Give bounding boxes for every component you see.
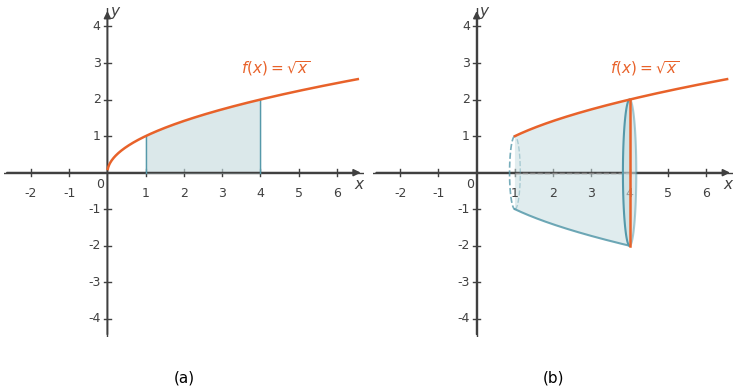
Text: 0: 0	[465, 178, 474, 191]
Text: 4: 4	[462, 20, 470, 33]
Text: $y$: $y$	[110, 5, 121, 20]
Text: (b): (b)	[542, 370, 564, 385]
Polygon shape	[515, 100, 630, 246]
Text: 2: 2	[462, 93, 470, 106]
Text: 3: 3	[462, 56, 470, 69]
Text: 3: 3	[218, 186, 226, 200]
Text: -1: -1	[63, 186, 75, 200]
Text: $f(x) = \sqrt{x}$: $f(x) = \sqrt{x}$	[610, 59, 680, 78]
Text: -1: -1	[432, 186, 445, 200]
Text: $f(x) = \sqrt{x}$: $f(x) = \sqrt{x}$	[241, 59, 311, 78]
Text: 4: 4	[626, 186, 633, 200]
Text: -2: -2	[88, 239, 101, 252]
Text: 4: 4	[92, 20, 101, 33]
Text: 4: 4	[256, 186, 264, 200]
Text: -4: -4	[457, 312, 470, 325]
Text: 5: 5	[664, 186, 672, 200]
Text: 6: 6	[702, 186, 710, 200]
Text: 3: 3	[588, 186, 595, 200]
Text: -2: -2	[457, 239, 470, 252]
Text: 1: 1	[462, 130, 470, 142]
Text: -4: -4	[88, 312, 101, 325]
Text: -1: -1	[88, 203, 101, 216]
Polygon shape	[623, 100, 636, 246]
Text: 3: 3	[92, 56, 101, 69]
Text: 1: 1	[511, 186, 519, 200]
Text: 2: 2	[92, 93, 101, 106]
Text: 5: 5	[295, 186, 303, 200]
Text: 0: 0	[96, 178, 104, 191]
Text: 2: 2	[549, 186, 557, 200]
Text: -1: -1	[457, 203, 470, 216]
Text: 6: 6	[333, 186, 340, 200]
Text: $x$: $x$	[723, 177, 735, 192]
Text: -2: -2	[394, 186, 406, 200]
Text: 2: 2	[180, 186, 188, 200]
Text: -3: -3	[88, 276, 101, 289]
Text: 1: 1	[141, 186, 149, 200]
Text: -2: -2	[24, 186, 37, 200]
Text: -3: -3	[457, 276, 470, 289]
Text: $x$: $x$	[354, 177, 366, 192]
Text: 1: 1	[92, 130, 101, 142]
Text: (a): (a)	[173, 370, 195, 385]
Text: $y$: $y$	[480, 5, 491, 20]
